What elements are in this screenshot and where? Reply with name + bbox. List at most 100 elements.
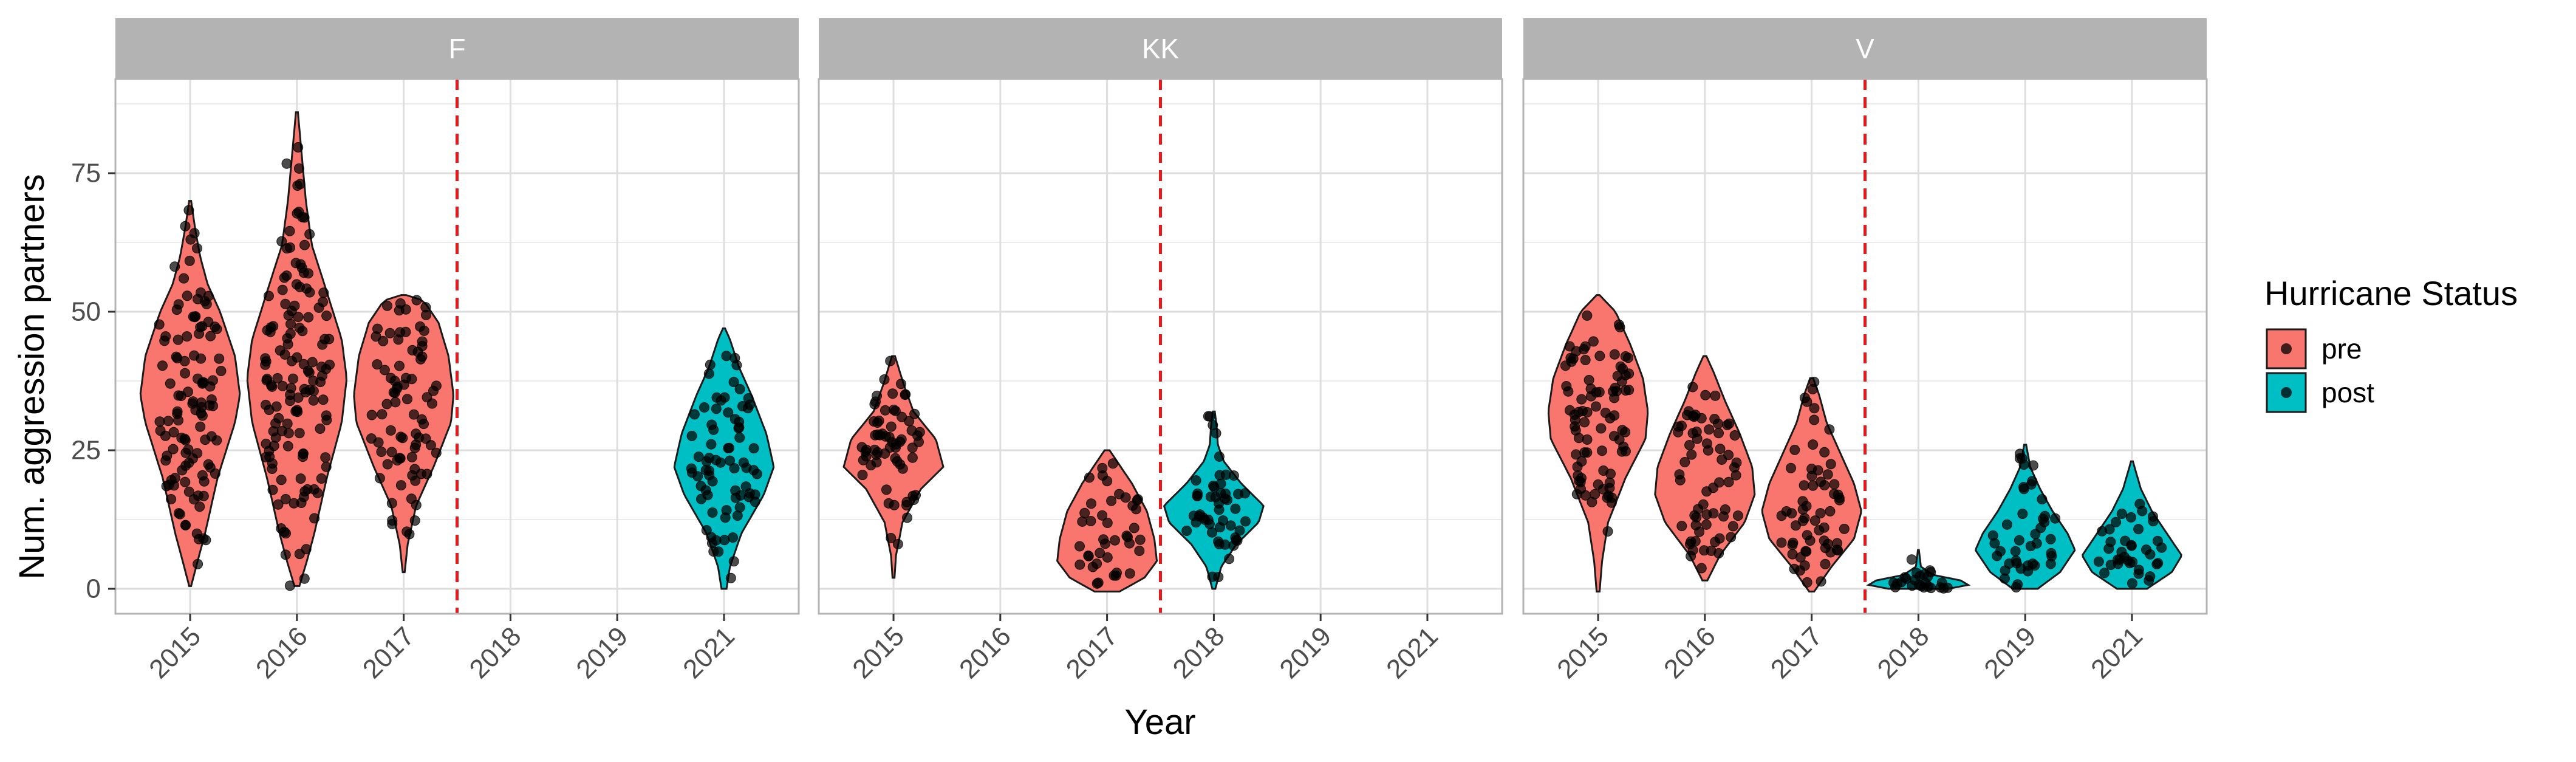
data-point [282,333,293,344]
data-point [297,326,308,337]
data-point [723,443,734,453]
data-point [195,421,206,432]
data-point [1205,491,1216,502]
data-point [1085,516,1096,526]
data-point [321,311,332,321]
data-point [738,457,749,468]
data-point [1598,465,1609,476]
data-point [419,419,429,430]
data-point [214,353,225,364]
data-point [1791,520,1801,531]
data-point [280,493,291,504]
data-point [1214,451,1225,462]
data-point [1112,568,1122,578]
data-point [728,532,738,543]
data-point [193,558,203,569]
data-point [751,469,762,479]
data-point [706,439,717,450]
data-point [210,468,220,479]
data-point [1093,577,1104,588]
data-point [198,377,209,388]
data-point [2145,549,2156,560]
data-point [304,287,315,298]
data-point [182,331,193,342]
data-point [1579,417,1590,428]
data-point [1805,535,1816,546]
data-point [279,272,290,283]
data-point [425,440,436,451]
data-point [273,499,284,510]
data-point [721,505,732,516]
legend-entry-post: post [2266,372,2374,413]
data-point [1207,527,1217,538]
data-point [284,580,295,591]
data-point [1228,540,1239,551]
data-point [1800,546,1811,557]
data-point [376,447,387,457]
data-point [705,359,716,370]
data-point [382,300,392,311]
data-point [723,407,734,418]
data-point [372,359,383,370]
data-point [880,405,890,416]
data-point [734,432,745,443]
data-point [267,381,278,392]
data-point [1786,462,1796,473]
data-point [2153,558,2164,569]
data-point [308,376,319,386]
x-tick-label: 2021 [677,621,740,684]
data-point [703,368,714,379]
data-point [268,426,279,437]
data-point [2018,459,2029,470]
data-point [1891,578,1902,589]
data-point [1129,523,1139,534]
data-point [1713,418,1723,429]
data-point [871,450,882,460]
data-point [1576,484,1586,495]
data-point [1807,383,1818,394]
data-point [1582,434,1593,445]
data-point [1987,530,1998,541]
data-point [2093,556,2104,567]
strip-kk [819,18,1502,79]
data-point [886,533,897,543]
data-point [199,476,210,487]
data-point [902,512,912,523]
data-point [386,498,397,509]
data-point [1107,458,1118,469]
data-point [277,380,288,391]
data-point [701,525,712,536]
data-point [162,450,173,461]
data-point [2014,535,2024,546]
data-point [292,208,302,219]
data-point [1720,504,1730,515]
data-point [185,234,196,245]
data-point [406,451,417,462]
data-point [1215,488,1226,499]
x-tick-label: 2019 [570,621,634,684]
data-point [1590,489,1601,499]
data-point [1825,506,1836,517]
x-tick-label: 2015 [847,621,910,684]
data-point [2028,460,2038,471]
data-point [1992,551,2003,561]
data-point [395,453,406,464]
data-point [1614,434,1625,445]
data-point [1802,577,1812,588]
data-point [381,399,392,410]
y-tick-label: 0 [86,574,101,603]
data-point [1606,497,1617,508]
data-point [1102,518,1113,528]
data-point [730,492,741,503]
data-point [1816,476,1826,487]
data-point [419,325,429,336]
data-point [1726,532,1737,543]
data-point [431,447,442,458]
data-point [1584,375,1594,385]
data-point [1573,470,1584,481]
data-point [2017,509,2028,520]
data-point [1594,386,1605,397]
data-point [293,392,304,403]
data-point [321,410,332,421]
x-tick-label: 2018 [1872,621,1935,684]
